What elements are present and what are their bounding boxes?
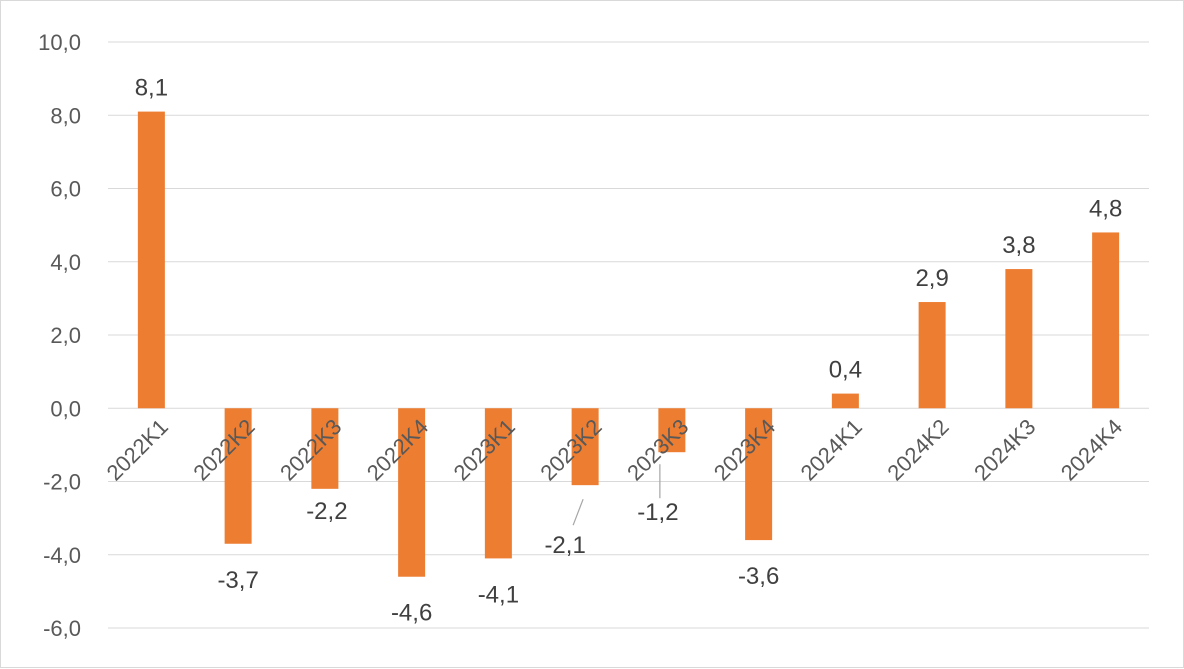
- y-tick-label: 6,0: [50, 177, 81, 202]
- y-tick-label: -4,0: [43, 543, 81, 568]
- y-tick-label: 0,0: [50, 396, 81, 421]
- data-label: -4,1: [478, 581, 519, 608]
- bar: [918, 302, 946, 409]
- bar: [1092, 232, 1120, 409]
- data-label: 4,8: [1089, 195, 1122, 222]
- y-axis-tick-labels: 10,0 8,0 6,0 4,0 2,0 0,0 -2,0 -4,0 -6,0: [38, 30, 81, 641]
- leader-line: [572, 498, 584, 526]
- bar: [398, 408, 426, 577]
- x-axis-category-labels: 2022K1 2022K2 2022K3 2022K4 2023K1 2023K2 2023…: [102, 414, 1128, 485]
- data-label: -2,2: [306, 498, 347, 525]
- bar: [571, 408, 599, 486]
- x-category-label: 2022K1: [102, 414, 173, 485]
- bars: [137, 111, 1120, 577]
- y-tick-label: 2,0: [50, 323, 81, 348]
- data-label: -3,7: [217, 567, 258, 594]
- bar: [745, 408, 773, 541]
- gridlines: [108, 41, 1149, 629]
- y-tick-label: 4,0: [50, 250, 81, 275]
- x-category-label: 2024K2: [882, 414, 953, 485]
- y-tick-label: 10,0: [38, 30, 81, 55]
- data-label: 0,4: [829, 357, 862, 384]
- data-label: 8,1: [135, 75, 168, 102]
- y-tick-label: -2,0: [43, 470, 81, 495]
- data-label: 2,9: [915, 265, 948, 292]
- data-label: -1,2: [637, 499, 678, 526]
- data-labels: 8,1 -3,7 -2,2 -4,6 -4,1 -2,1 -1,2 -3,6 0,4 2,9 3,8…: [135, 75, 1123, 627]
- bar: [311, 408, 339, 489]
- leader-lines: [572, 464, 661, 526]
- data-label: -4,6: [391, 600, 432, 627]
- bar: [484, 408, 512, 559]
- bar: [1005, 269, 1033, 409]
- x-category-label: 2024K4: [1056, 414, 1127, 485]
- bar: [658, 408, 686, 453]
- x-category-label: 2024K1: [796, 414, 867, 485]
- data-label: -2,1: [544, 532, 585, 559]
- x-category-label: 2024K3: [969, 414, 1040, 485]
- bar: [137, 111, 165, 409]
- data-label: -3,6: [738, 563, 779, 590]
- data-label: 3,8: [1002, 232, 1035, 259]
- y-tick-label: 8,0: [50, 103, 81, 128]
- bar: [831, 393, 859, 409]
- y-tick-label: -6,0: [43, 616, 81, 641]
- bar: [224, 408, 252, 544]
